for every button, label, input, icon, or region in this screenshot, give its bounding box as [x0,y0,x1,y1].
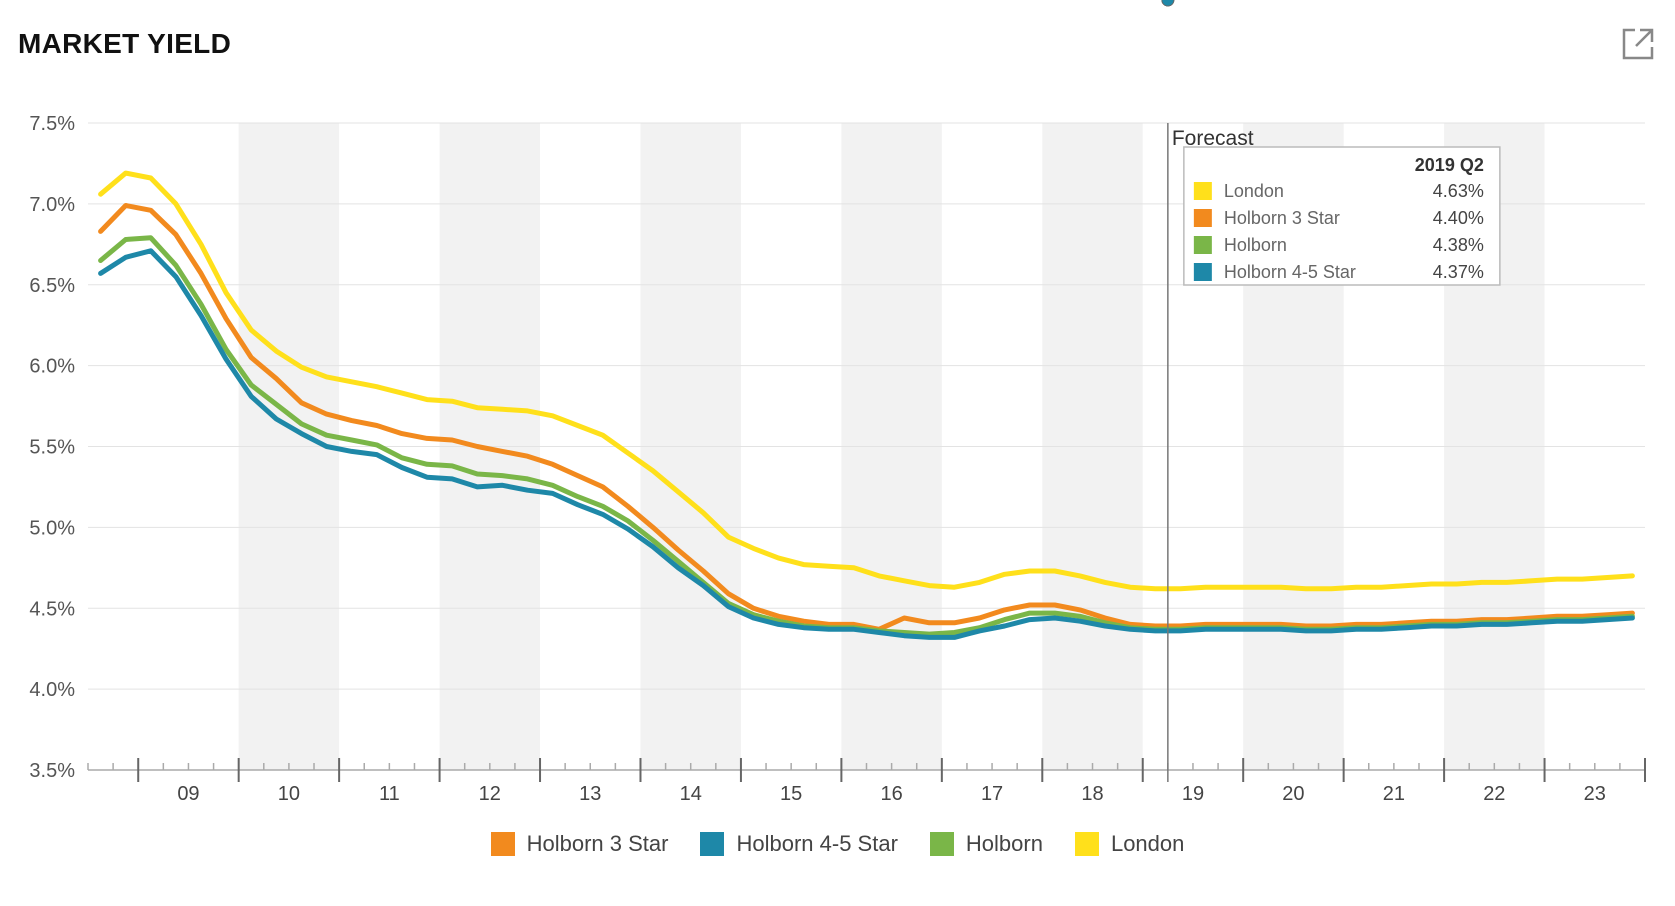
chart-legend: Holborn 3 Star Holborn 4-5 Star Holborn Lon… [0,831,1675,857]
legend-swatch [929,832,954,856]
legend-label: Holborn 3 Star [526,831,669,856]
tooltip-series-name: London [1224,181,1284,201]
y-tick-label: 5.0% [29,517,75,539]
legend-item[interactable]: London [1074,831,1185,857]
series-line-holborn-4-5-star [98,248,1635,640]
tooltip-series-name: Holborn [1224,235,1287,255]
x-tick-label: 19 [1182,783,1204,805]
external-link-icon[interactable] [1620,26,1656,62]
x-tick-label: 18 [1081,783,1103,805]
hover-marker [1161,0,1175,7]
tooltip-swatch [1193,182,1212,200]
market-yield-chart: 7.5% 7.0% 6.5% 6.0% 5.5% 5.0% 4.5% 4.0% 3.5% 09 10… [29,0,1646,805]
legend-item[interactable]: Holborn 3 Star [490,831,669,857]
tooltip-series-name: Holborn 3 Star [1224,208,1340,228]
legend-swatch [490,832,515,856]
x-tick-label: 20 [1282,783,1304,805]
tooltip-box [1183,146,1501,286]
legend-label: Holborn 4-5 Star [736,831,898,856]
x-tick-label: 17 [981,783,1003,805]
legend-item[interactable]: Holborn 4-5 Star [700,831,898,857]
chart-title: MARKET YIELD [18,28,232,59]
tooltip-series-value: 4.40% [1433,208,1484,228]
y-tick-label: 7.5% [29,113,75,135]
x-tick-label: 16 [880,783,902,805]
series-line-london [98,170,1635,592]
x-tick-label: 14 [680,783,702,805]
y-tick-label: 3.5% [29,760,75,782]
x-tick-label: 13 [579,783,601,805]
x-tick-label: 15 [780,783,802,805]
legend-label: London [1110,831,1185,856]
x-tick-label: 22 [1483,783,1505,805]
y-tick-label: 7.0% [29,194,75,216]
legend-swatch [700,832,725,856]
y-tick-label: 5.5% [29,437,75,459]
legend-item[interactable]: Holborn [929,831,1043,857]
y-tick-label: 6.0% [29,356,75,378]
legend-swatch [1074,832,1099,856]
x-tick-label: 12 [479,783,501,805]
tooltip-swatch [1193,263,1212,281]
forecast-label: Forecast [1172,127,1254,150]
tooltip-series-value: 4.63% [1433,181,1484,201]
x-tick-label: 10 [278,783,300,805]
y-tick-label: 6.5% [29,275,75,297]
x-tick-label: 23 [1584,783,1606,805]
tooltip-series-value: 4.37% [1433,262,1484,282]
x-tick-label: 09 [177,783,199,805]
legend-label: Holborn [965,831,1043,856]
tooltip-series-value: 4.38% [1433,235,1484,255]
x-tick-label: 11 [379,783,400,805]
x-tick-label: 21 [1383,783,1405,805]
y-tick-label: 4.0% [29,679,75,701]
tooltip-swatch [1193,236,1212,254]
tooltip-swatch [1193,209,1212,227]
y-tick-label: 4.5% [29,598,75,620]
tooltip-series-name: Holborn 4-5 Star [1224,262,1356,282]
tooltip-header: 2019 Q2 [1415,155,1484,175]
